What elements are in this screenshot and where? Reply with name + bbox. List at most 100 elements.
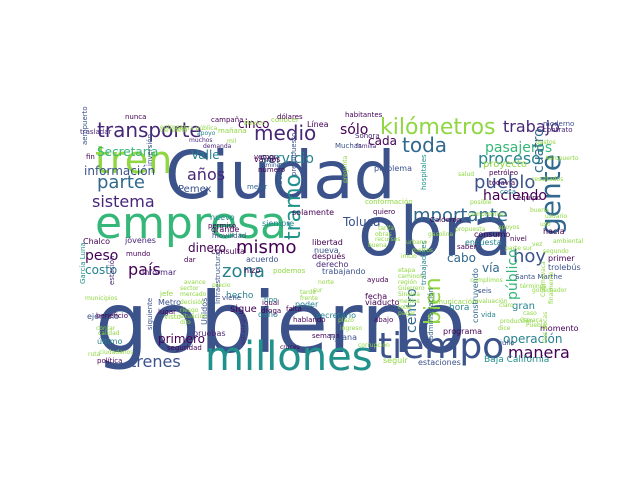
cloud-word-uso: uso: [540, 221, 551, 228]
cloud-word-tarde: tarde: [300, 289, 316, 296]
cloud-word-millones: millones: [205, 334, 373, 380]
cloud-word-decisión: decisión: [180, 299, 205, 306]
cloud-word-importante: importante: [408, 205, 508, 226]
cloud-word-apoyos: apoyos: [498, 224, 520, 231]
cloud-word-apoyo: apoyo: [197, 130, 216, 137]
cloud-word-precio: precio: [212, 282, 231, 289]
cloud-word-nunca: nunca: [125, 113, 146, 121]
cloud-word-toluca: Toluca: [342, 215, 381, 229]
cloud-word-metro: Metro: [158, 298, 181, 307]
cloud-word-cuernavaca: Cuernavaca: [540, 261, 547, 297]
cloud-word-unidos: Unidos: [200, 298, 209, 325]
cloud-word-demanda: demanda: [203, 143, 232, 150]
cloud-word-caso: caso: [523, 310, 537, 317]
cloud-word-daño: daño: [258, 310, 278, 319]
cloud-word-primer: primer: [548, 254, 575, 263]
cloud-word-tarifa: tarifa: [378, 225, 394, 232]
cloud-word-trabajando: trabajando: [322, 267, 366, 276]
cloud-word-consumo: consumo: [474, 230, 510, 239]
cloud-word-habitantes: habitantes: [345, 111, 383, 119]
cloud-word-fin: fin: [86, 153, 95, 161]
cloud-word-salud: salud: [458, 171, 474, 178]
cloud-word-informar: informar: [142, 268, 177, 277]
cloud-word-gran: gran: [512, 301, 535, 312]
cloud-word-contrato: contrato: [543, 126, 573, 134]
cloud-word-tren: tren: [95, 138, 172, 182]
cloud-word-obras: obras: [375, 231, 392, 238]
cloud-word-trabajo: trabajo: [503, 117, 560, 136]
cloud-word-santa-marthe: Santa Marthe: [515, 273, 562, 281]
cloud-word-vía: vía: [482, 261, 500, 275]
cloud-word-frente: frente: [300, 295, 318, 302]
cloud-word-obra: obra: [358, 193, 512, 272]
cloud-word-jefe: jefe: [159, 290, 173, 298]
cloud-word-equipo: equipo: [517, 194, 541, 202]
cloud-word-buena: buena: [368, 242, 387, 249]
cloud-word-seguir: seguir: [383, 356, 408, 365]
cloud-word-encuesta: encuesta: [465, 238, 502, 247]
cloud-word-ir: ir: [270, 157, 275, 165]
cloud-word-guerrero: Guerrero: [398, 285, 425, 292]
cloud-word-cada: cada: [368, 134, 397, 148]
cloud-word-pasajeros: pasajeros: [485, 140, 552, 156]
cloud-word-consulta: consulta: [211, 247, 245, 256]
cloud-word-compromiso: compromiso: [468, 211, 505, 218]
cloud-word-cuenta: cuenta: [275, 162, 284, 190]
cloud-word-saber: saber: [457, 243, 477, 251]
cloud-word-muchas: Muchas: [335, 142, 362, 150]
cloud-word-lámina: lámina: [260, 162, 281, 169]
cloud-word-total: total: [398, 304, 412, 311]
cloud-word-nivel: nivel: [510, 235, 527, 243]
cloud-word-aeropuerto: aeropuerto: [81, 106, 89, 145]
cloud-word-libertad: libertad: [312, 238, 343, 247]
cloud-word-vida: vida: [481, 311, 496, 319]
cloud-word-familia: familia: [356, 143, 377, 150]
cloud-word-ejemplo: ejemplo: [87, 312, 119, 321]
cloud-word-fecha: fecha: [365, 292, 387, 301]
cloud-word-abajo: abajo: [374, 316, 393, 324]
cloud-word-conocer: conocer: [271, 116, 299, 124]
cloud-word-ayuda: ayuda: [367, 276, 389, 284]
cloud-word-política: política: [97, 357, 122, 365]
cloud-word-campaña: campaña: [211, 116, 243, 124]
cloud-word-dinero: dinero: [188, 241, 226, 255]
cloud-word-recursos: recursos: [375, 236, 401, 243]
cloud-word-mañana: mañana: [218, 127, 247, 135]
cloud-word-trenes: trenes: [130, 352, 181, 371]
cloud-word-conformación: conformación: [365, 198, 413, 206]
cloud-word-posible: posible: [470, 199, 492, 206]
cloud-word-muchos: muchos: [189, 137, 213, 144]
cloud-word-dar: dar: [184, 256, 196, 264]
cloud-word-grande: grande: [211, 225, 239, 234]
cloud-word-droga: droga: [261, 307, 281, 315]
cloud-word-hecho: hecho: [226, 291, 254, 301]
cloud-word-último: último: [97, 337, 122, 346]
cloud-word-gobernador: gobernador: [532, 287, 567, 294]
cloud-word-hacia: hacia: [543, 227, 565, 236]
cloud-word-bien: bien: [421, 277, 446, 325]
cloud-word-igual: igual: [262, 299, 279, 307]
cloud-word-propuesta: propuesta: [455, 226, 486, 233]
cloud-word-dólares: dólares: [277, 113, 303, 121]
cloud-word-secretario: secretario: [316, 311, 356, 320]
cloud-word-vemos: vemos: [254, 153, 278, 161]
cloud-word-ambiental: ambiental: [553, 238, 584, 245]
cloud-word-seguridad: seguridad: [167, 344, 202, 352]
cloud-word-lugar: lugar: [158, 308, 176, 316]
cloud-word-país: país: [128, 260, 161, 279]
cloud-word-jóvenes: jóvenes: [124, 235, 156, 245]
cloud-word-municipios: municipios: [85, 295, 117, 302]
cloud-word-etapa: etapa: [398, 267, 416, 274]
cloud-word-movilidad: movilidad: [212, 232, 246, 240]
cloud-word-términos: términos: [520, 283, 547, 290]
cloud-word-servicio: servicio: [260, 151, 314, 167]
cloud-word-contar: contar: [96, 325, 116, 332]
cloud-word-sistema: sistema: [92, 192, 155, 211]
cloud-word-segundo: segundo: [543, 248, 569, 255]
cloud-word-pagar: pagar: [398, 310, 416, 317]
cloud-word-trasladar: trasladar: [80, 128, 112, 136]
cloud-word-años: años: [187, 165, 225, 184]
cloud-word-todavía: todavía: [489, 179, 515, 187]
cloud-word-poder: poder: [295, 300, 319, 309]
cloud-word-medios: medios: [398, 298, 420, 305]
